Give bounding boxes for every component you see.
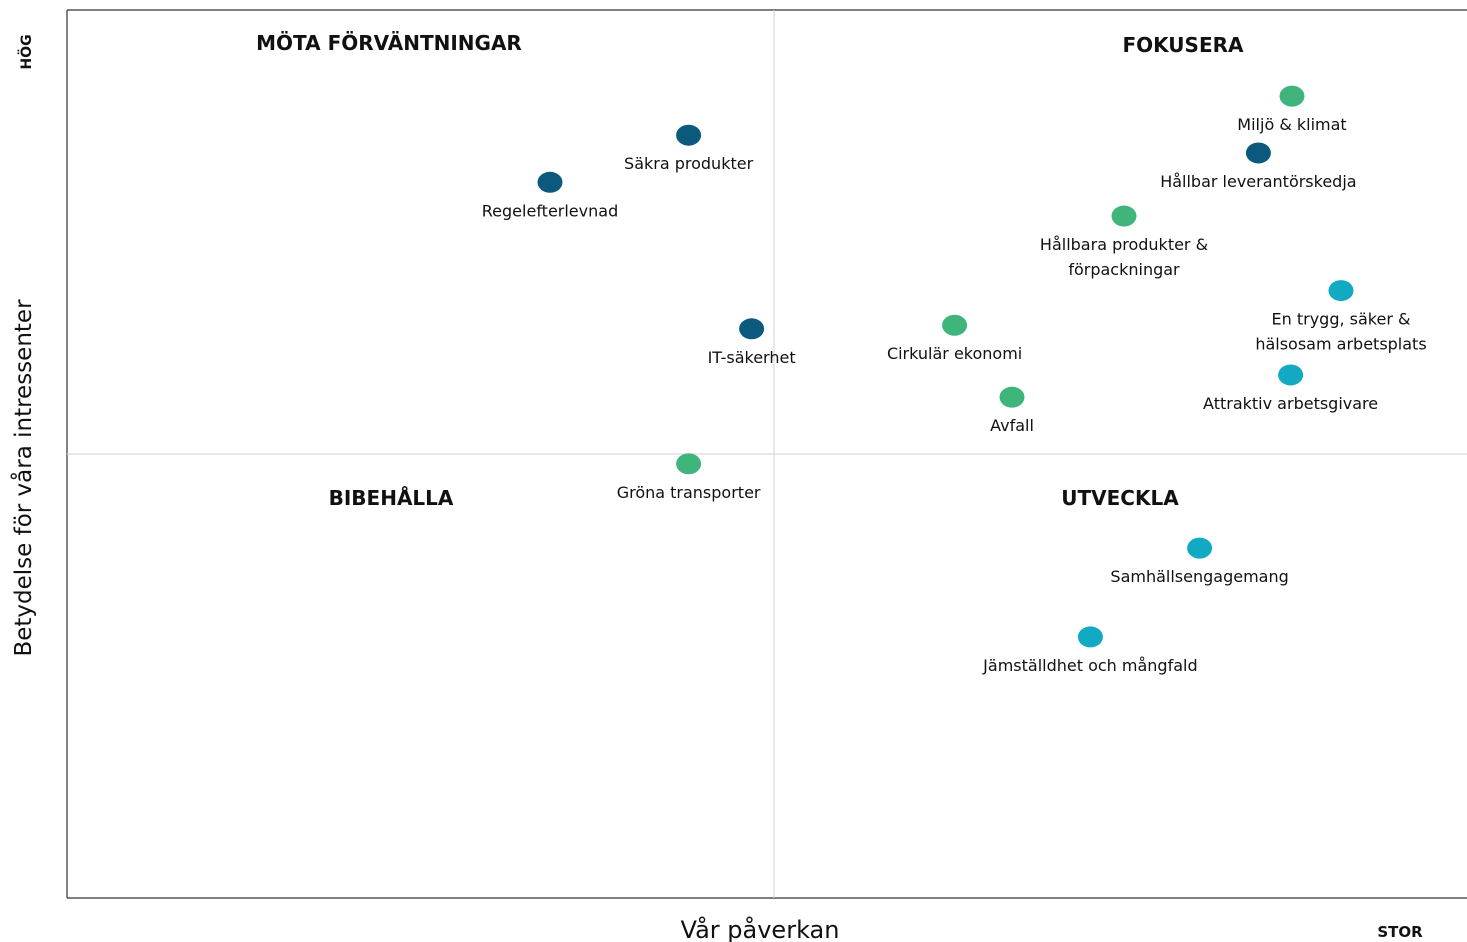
point bbox=[1187, 537, 1213, 559]
point bbox=[1077, 626, 1103, 648]
y-axis-label: Betydelse för våra intressenter bbox=[9, 299, 37, 657]
point-label: Regelefterlevnad bbox=[482, 201, 618, 220]
point-label-line: Attraktiv arbetsgivare bbox=[1203, 394, 1378, 413]
point-label: Miljö & klimat bbox=[1237, 115, 1346, 134]
point-label-line: hälsosam arbetsplats bbox=[1255, 335, 1426, 354]
point bbox=[1279, 85, 1305, 107]
point-label-line: Hållbar leverantörskedja bbox=[1160, 172, 1356, 191]
point bbox=[676, 453, 702, 475]
point-label-line: Säkra produkter bbox=[624, 154, 754, 173]
point-label: Jämställdhet och mångfald bbox=[982, 656, 1197, 675]
point bbox=[1278, 364, 1304, 386]
point-label: IT-säkerhet bbox=[708, 348, 796, 367]
point bbox=[676, 124, 702, 146]
x-axis-label: Vår påverkan bbox=[681, 915, 840, 942]
point-label-line: Avfall bbox=[990, 416, 1034, 435]
point-label-line: Miljö & klimat bbox=[1237, 115, 1346, 134]
quadrant-label: BIBEHÅLLA bbox=[329, 486, 454, 510]
point-label-line: Cirkulär ekonomi bbox=[887, 344, 1022, 363]
point-label: Hållbar leverantörskedja bbox=[1160, 172, 1356, 191]
point-label-line: Jämställdhet och mångfald bbox=[982, 656, 1197, 675]
point-label-line: Samhällsengagemang bbox=[1110, 567, 1288, 586]
point-label-line: Gröna transporter bbox=[617, 483, 761, 502]
point bbox=[942, 314, 968, 336]
point-label-line: Regelefterlevnad bbox=[482, 201, 618, 220]
point-label-line: En trygg, säker & bbox=[1272, 310, 1411, 329]
point-label: En trygg, säker & hälsosam arbetsplats bbox=[1255, 310, 1426, 354]
point-label: Hållbara produkter & förpackningar bbox=[1040, 235, 1208, 279]
point bbox=[1245, 142, 1271, 164]
point-label: Cirkulär ekonomi bbox=[887, 344, 1022, 363]
point-label: Gröna transporter bbox=[617, 483, 761, 502]
point-label: Säkra produkter bbox=[624, 154, 754, 173]
quadrant-label: UTVECKLA bbox=[1061, 486, 1179, 510]
point-label: Samhällsengagemang bbox=[1110, 567, 1288, 586]
x-end-label: STOR bbox=[1377, 923, 1423, 941]
point-label: Avfall bbox=[990, 416, 1034, 435]
point bbox=[1111, 205, 1137, 227]
point-label-line: Hållbara produkter & bbox=[1040, 235, 1208, 254]
quadrant-label: FOKUSERA bbox=[1123, 33, 1245, 57]
point-label: Attraktiv arbetsgivare bbox=[1203, 394, 1378, 413]
point bbox=[1328, 280, 1354, 302]
quadrant-label: MÖTA FÖRVÄNTNINGAR bbox=[256, 31, 522, 55]
point-label-line: förpackningar bbox=[1068, 260, 1180, 279]
point bbox=[739, 318, 765, 340]
point-label-line: IT-säkerhet bbox=[708, 348, 796, 367]
y-end-label: HÖG bbox=[17, 34, 35, 69]
point bbox=[537, 171, 563, 193]
point bbox=[999, 386, 1025, 408]
